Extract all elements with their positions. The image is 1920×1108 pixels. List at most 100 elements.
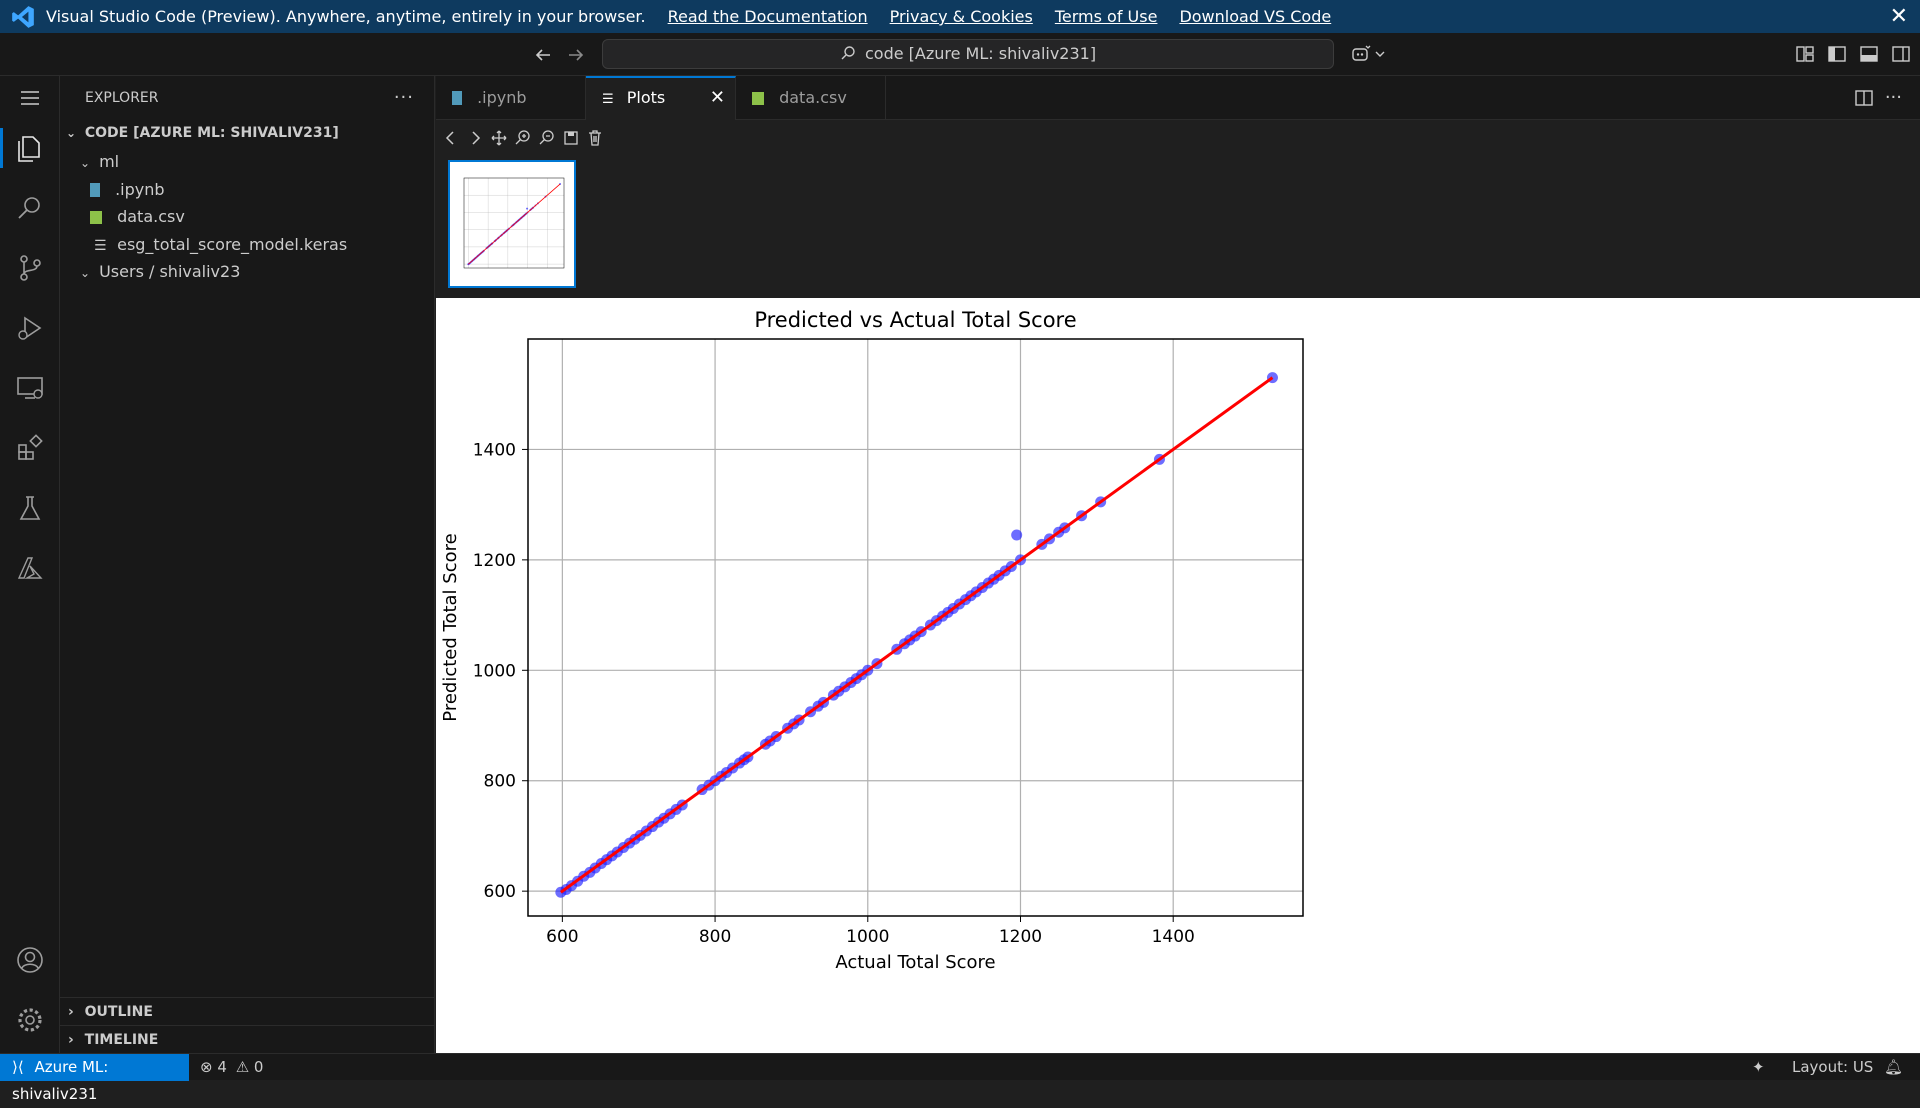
close-banner-icon[interactable]: ✕	[1889, 4, 1908, 29]
toggle-secondary-sidebar-icon[interactable]	[1890, 43, 1912, 65]
command-center[interactable]: code [Azure ML: shivaliv231]	[602, 39, 1334, 69]
split-editor-icon[interactable]	[1854, 88, 1874, 108]
forward-arrow-icon[interactable]	[566, 45, 586, 65]
notifications-bell-icon[interactable]: 🔔︎	[1884, 1058, 1904, 1076]
tab-plots-label: Plots	[626, 88, 666, 107]
settings-gear-icon[interactable]	[10, 1000, 50, 1040]
x-tick-label: 1400	[1152, 927, 1195, 947]
banner-text: Visual Studio Code (Preview). Anywhere, …	[46, 7, 646, 26]
outline-section[interactable]: › OUTLINE	[60, 997, 435, 1025]
remote-indicator[interactable]: ⟩⟨ Azure ML: shivaliv231	[0, 1054, 189, 1103]
chevron-down-icon: ⌄	[80, 156, 91, 170]
read-docs-link[interactable]: Read the Documentation	[667, 7, 868, 26]
back-arrow-icon[interactable]	[533, 45, 553, 65]
warning-count: 0	[253, 1058, 264, 1076]
close-tab-icon[interactable]: ✕	[709, 87, 725, 108]
plot-frame	[463, 177, 565, 269]
next-plot-icon[interactable]	[466, 129, 484, 147]
folder-ml[interactable]: ⌄ ml	[80, 148, 119, 175]
file-keras-model[interactable]: ☰ esg_total_score_model.keras	[94, 231, 347, 258]
pan-icon[interactable]	[490, 129, 508, 147]
workspace-root[interactable]: ⌄ CODE [AZURE ML: SHIVALIV231]	[66, 120, 339, 147]
folder-users-label: Users / shivaliv23	[99, 262, 241, 281]
zoom-out-icon[interactable]	[538, 129, 556, 147]
extensions-icon[interactable]	[10, 428, 50, 468]
menu-icon[interactable]	[10, 78, 50, 118]
azure-icon[interactable]	[10, 548, 50, 588]
data-point	[1011, 529, 1023, 541]
more-actions-icon[interactable]: ···	[393, 87, 414, 108]
x-tick-label: 1000	[846, 927, 889, 947]
run-debug-icon[interactable]	[10, 308, 50, 348]
data-point	[526, 207, 529, 210]
command-center-label: code [Azure ML: shivaliv231]	[865, 44, 1097, 63]
y-tick-label: 1000	[473, 661, 516, 681]
error-icon: ⊗	[200, 1058, 213, 1076]
source-control-icon[interactable]	[10, 248, 50, 288]
editor-more-actions-icon[interactable]: ···	[1884, 87, 1902, 108]
privacy-link[interactable]: Privacy & Cookies	[889, 7, 1033, 26]
remote-label: Azure ML: shivaliv231	[12, 1058, 109, 1103]
csv-file-icon	[752, 92, 764, 105]
remote-explorer-icon[interactable]	[10, 368, 50, 408]
save-plot-icon[interactable]	[562, 129, 580, 147]
terms-link[interactable]: Terms of Use	[1054, 7, 1158, 26]
tab-data-csv-label: data.csv	[779, 88, 847, 107]
tab-plots[interactable]: ☰ Plots ✕	[586, 76, 736, 120]
plot-toolbar	[436, 120, 1920, 156]
notebook-file-icon	[452, 91, 462, 105]
copilot-status-icon[interactable]: ✦	[1752, 1058, 1765, 1076]
plot-thumbnail[interactable]	[448, 160, 576, 288]
y-axis-label: Predicted Total Score	[440, 533, 461, 721]
toggle-panel-icon[interactable]	[1858, 43, 1880, 65]
customize-layout-icon[interactable]	[1794, 43, 1816, 65]
y-tick-label: 800	[484, 772, 516, 792]
plot-thumbnails	[436, 156, 1920, 298]
chart-title: Predicted vs Actual Total Score	[754, 308, 1076, 332]
reference-line	[467, 183, 561, 265]
warning-icon: ⚠	[235, 1058, 250, 1076]
y-tick-label: 1200	[473, 551, 516, 571]
tab-data-csv[interactable]: data.csv	[736, 76, 886, 120]
download-link[interactable]: Download VS Code	[1179, 7, 1332, 26]
workspace-root-label: CODE [AZURE ML: SHIVALIV231]	[84, 125, 339, 141]
explorer-sidebar: EXPLORER ··· ⌄ CODE [AZURE ML: SHIVALIV2…	[60, 76, 435, 1053]
testing-flask-icon[interactable]	[10, 488, 50, 528]
delete-plot-icon[interactable]	[586, 129, 604, 147]
zoom-in-icon[interactable]	[514, 129, 532, 147]
status-bar: ⟩⟨ Azure ML: shivaliv231 ⊗ 4 ⚠ 0 ✦ Layou…	[0, 1053, 1920, 1103]
problems-indicator[interactable]: ⊗ 4 ⚠ 0	[200, 1054, 263, 1081]
file-data-csv-label: data.csv	[117, 207, 185, 226]
timeline-section[interactable]: › TIMELINE	[60, 1025, 435, 1053]
search-icon	[841, 46, 855, 60]
csv-file-icon	[90, 211, 102, 224]
file-data-csv[interactable]: data.csv	[90, 203, 185, 230]
y-tick-label: 1400	[473, 440, 516, 460]
explorer-icon[interactable]	[0, 128, 50, 168]
y-tick-label: 600	[484, 882, 516, 902]
thumbnail-chart	[463, 177, 565, 269]
accounts-icon[interactable]	[10, 940, 50, 980]
tab-ipynb[interactable]: .ipynb	[436, 76, 586, 120]
x-tick-label: 600	[546, 927, 578, 947]
explorer-header: EXPLORER ···	[60, 76, 434, 120]
remote-icon: ⟩⟨	[12, 1058, 24, 1076]
reference-line	[559, 376, 1274, 894]
vscode-logo-icon	[12, 5, 34, 28]
x-tick-label: 1200	[999, 927, 1042, 947]
previous-plot-icon[interactable]	[442, 129, 460, 147]
text-file-icon: ☰	[94, 238, 107, 254]
folder-users[interactable]: ⌄ Users / shivaliv23	[80, 258, 240, 285]
chevron-right-icon: ›	[68, 1032, 74, 1048]
plots-icon: ☰	[602, 92, 614, 107]
x-tick-label: 800	[699, 927, 731, 947]
file-ipynb[interactable]: .ipynb	[90, 176, 165, 203]
scatter-chart: 600 800 1000 1200 1400 600 800 1000 1200 1400 Pred…	[440, 308, 1304, 973]
chevron-down-icon[interactable]	[1374, 43, 1386, 65]
copilot-icon[interactable]	[1350, 43, 1372, 65]
editor-tab-bar: .ipynb ☰ Plots ✕ data.csv ···	[436, 76, 1920, 120]
error-count: 4	[217, 1058, 227, 1076]
search-view-icon[interactable]	[10, 188, 50, 228]
keyboard-layout[interactable]: Layout: US	[1792, 1058, 1874, 1076]
toggle-primary-sidebar-icon[interactable]	[1826, 43, 1848, 65]
